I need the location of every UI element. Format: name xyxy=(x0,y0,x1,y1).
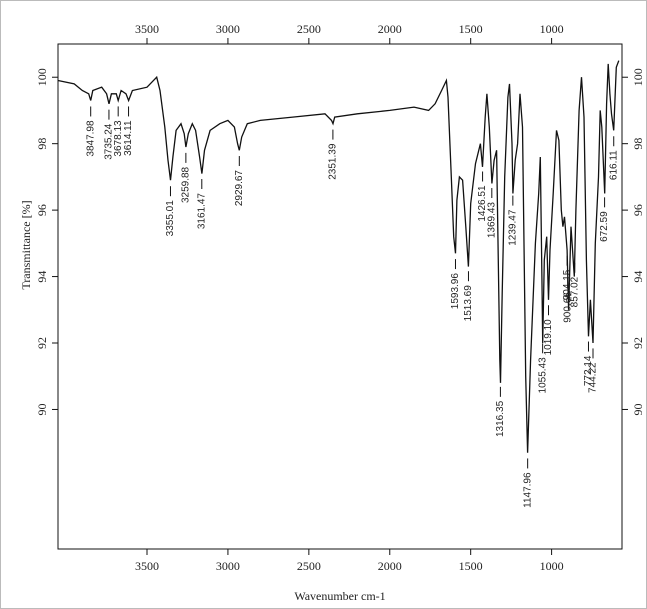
x-tick-label-top: 3000 xyxy=(216,22,240,36)
peak-label: 3161.47 xyxy=(196,193,207,230)
x-tick-label: 2500 xyxy=(297,559,321,573)
peak-label: 1019.10 xyxy=(543,319,554,356)
peak-label: 3614.11 xyxy=(123,120,134,156)
x-tick-label: 3000 xyxy=(216,559,240,573)
peak-label: 1055.43 xyxy=(537,357,548,394)
peak-label: 1513.69 xyxy=(463,285,474,322)
spectrum-line xyxy=(57,60,620,453)
peak-label: 1147.96 xyxy=(522,472,533,508)
y-tick-label-right: 98 xyxy=(631,138,645,150)
x-tick-label-top: 2500 xyxy=(297,22,321,36)
x-tick-label-top: 1500 xyxy=(459,22,483,36)
y-tick-label-right: 90 xyxy=(631,403,645,415)
peak-label: 616.11 xyxy=(608,150,619,180)
peak-label: 1369.43 xyxy=(486,202,497,239)
x-tick-label: 2000 xyxy=(378,559,402,573)
y-tick-label-right: 94 xyxy=(631,271,645,283)
x-tick-label: 1500 xyxy=(459,559,483,573)
y-tick-label: 92 xyxy=(35,337,49,349)
x-tick-label: 1000 xyxy=(540,559,564,573)
peak-label: 3355.01 xyxy=(165,200,176,237)
x-tick-label: 3500 xyxy=(135,559,159,573)
peak-label: 3678.13 xyxy=(113,120,124,157)
x-tick-label-top: 3500 xyxy=(135,22,159,36)
y-tick-label: 90 xyxy=(35,403,49,415)
peak-label: 900.66 xyxy=(562,292,573,323)
x-tick-label-top: 2000 xyxy=(378,22,402,36)
peak-label: 1316.35 xyxy=(495,400,506,437)
x-tick-label-top: 1000 xyxy=(540,22,564,36)
peak-label: 1593.96 xyxy=(450,273,461,310)
peak-label: 672.59 xyxy=(599,211,610,242)
peak-label: 1426.51 xyxy=(477,185,488,222)
y-tick-label-right: 96 xyxy=(631,204,645,216)
peak-label: 772.14 xyxy=(583,355,594,386)
peak-label: 857.02 xyxy=(569,276,580,307)
y-tick-label-right: 92 xyxy=(631,337,645,349)
peak-label: 744.22 xyxy=(588,362,599,393)
y-tick-label: 94 xyxy=(35,271,49,283)
peak-label: 3735.24 xyxy=(104,123,115,160)
peak-label: 1239.47 xyxy=(507,209,518,246)
plot-frame xyxy=(57,43,623,550)
y-tick-label: 98 xyxy=(35,138,49,150)
peak-label: 3847.98 xyxy=(85,120,96,157)
y-tick-label: 100 xyxy=(35,68,49,86)
y-axis-label: Transmittance [%] xyxy=(19,200,33,289)
peak-label: 2351.39 xyxy=(328,143,339,180)
y-tick-label-right: 100 xyxy=(631,68,645,86)
peak-label: 2929.67 xyxy=(234,170,245,207)
x-axis-label: Wavenumber cm-1 xyxy=(294,589,385,603)
peak-label: 3259.88 xyxy=(181,166,192,203)
y-tick-label: 96 xyxy=(35,204,49,216)
